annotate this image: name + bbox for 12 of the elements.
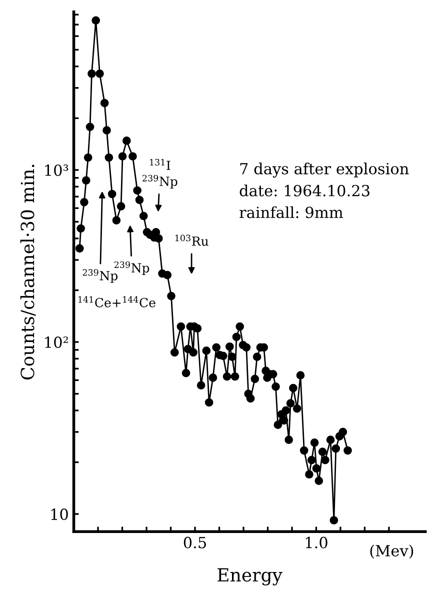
y-axis-title: Counts/channel·30 min. [20,164,36,380]
y-tick-label: 10 [51,508,68,520]
annotation: 7 days after explosion date: 1964.10.23 rainfall: 9mm [240,162,409,218]
x-tick-label: 1.0 [306,536,328,548]
x-axis-title: Energy [218,568,282,586]
text: (Mev) [370,544,414,559]
annotation: $^{141}$Ce+$^{144}$Ce [78,296,156,308]
y-tick-label: 10² [45,336,68,348]
annotation: $^{103}$Ru [175,234,208,246]
x-tick-label: 0.5 [184,536,206,548]
y-tick-label: 10³ [45,164,68,176]
annotation: $^{131}$I $^{239}$Np [142,158,178,188]
